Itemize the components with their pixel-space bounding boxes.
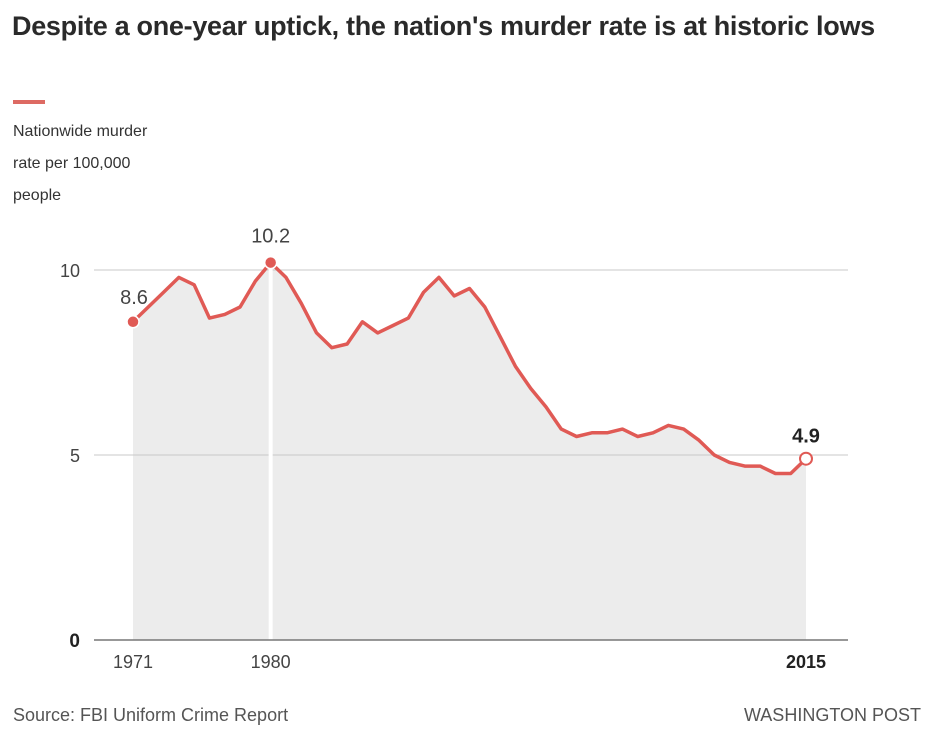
data-point xyxy=(346,343,349,346)
annotation-marker-1971 xyxy=(126,315,140,329)
data-point xyxy=(376,331,379,334)
data-point xyxy=(697,439,700,442)
data-point xyxy=(330,346,333,349)
subtitle-line-1: Nationwide murder xyxy=(13,123,148,140)
data-point xyxy=(728,461,731,464)
data-point xyxy=(392,324,395,327)
data-point xyxy=(713,454,716,457)
annotation-label-1980: 10.2 xyxy=(251,226,290,248)
data-point xyxy=(560,428,563,431)
annotation-label-1971: 8.6 xyxy=(120,287,148,309)
chart-title: Despite a one-year uptick, the nation's … xyxy=(12,11,875,41)
data-point xyxy=(743,465,746,468)
x-tick-label: 1980 xyxy=(251,652,291,672)
data-point xyxy=(667,424,670,427)
subtitle-line-3: people xyxy=(13,187,62,204)
y-axis-description: Nationwide murder rate per 100,000 peopl… xyxy=(13,116,233,212)
data-point xyxy=(223,313,226,316)
data-point xyxy=(606,431,609,434)
data-point xyxy=(774,472,777,475)
data-point xyxy=(315,331,318,334)
line-layer xyxy=(131,260,808,476)
data-point xyxy=(468,287,471,290)
area-layer xyxy=(133,262,806,640)
data-point xyxy=(437,276,440,279)
data-point xyxy=(177,276,180,279)
data-point xyxy=(254,280,257,283)
subtitle-line-2: rate per 100,000 xyxy=(13,155,131,172)
publisher-credit: WASHINGTON POST xyxy=(743,705,921,725)
x-tick-label: 2015 xyxy=(786,652,826,672)
area-fill xyxy=(133,262,806,640)
data-point xyxy=(361,320,364,323)
annotation-label-2015: 4.9 xyxy=(792,426,820,448)
data-point xyxy=(759,465,762,468)
data-point xyxy=(652,431,655,434)
y-tick-label: 10 xyxy=(60,261,80,281)
data-point xyxy=(682,428,685,431)
data-point xyxy=(575,435,578,438)
data-point xyxy=(162,291,165,294)
data-point xyxy=(193,283,196,286)
data-point xyxy=(544,405,547,408)
x-tick-label: 1971 xyxy=(113,652,153,672)
data-point xyxy=(805,457,808,460)
data-point xyxy=(499,335,502,338)
data-point xyxy=(208,317,211,320)
label-layer: 8.6 10.2 4.9 xyxy=(120,226,820,448)
data-point xyxy=(239,306,242,309)
accent-bar xyxy=(13,100,45,104)
series-line xyxy=(131,260,808,476)
data-point xyxy=(789,472,792,475)
axis-layer: 0 5 10 1971 1980 2015 xyxy=(60,261,848,672)
annotation-marker-1980 xyxy=(263,255,278,270)
data-point xyxy=(529,387,532,390)
data-point xyxy=(132,320,135,323)
data-point xyxy=(407,317,410,320)
annotation-marker-2015 xyxy=(799,451,813,466)
data-point xyxy=(590,431,593,434)
data-point xyxy=(514,365,517,368)
gridlines xyxy=(94,269,848,456)
data-point xyxy=(269,261,272,264)
data-point xyxy=(284,276,287,279)
data-point xyxy=(621,428,624,431)
data-point xyxy=(300,302,303,305)
data-point xyxy=(453,294,456,297)
marker-layer xyxy=(126,255,813,475)
data-point xyxy=(422,291,425,294)
source-note: Source: FBI Uniform Crime Report xyxy=(13,705,289,725)
y-tick-label: 5 xyxy=(70,446,80,466)
data-point xyxy=(483,306,486,309)
y-tick-label: 0 xyxy=(69,631,80,652)
data-point xyxy=(636,435,639,438)
